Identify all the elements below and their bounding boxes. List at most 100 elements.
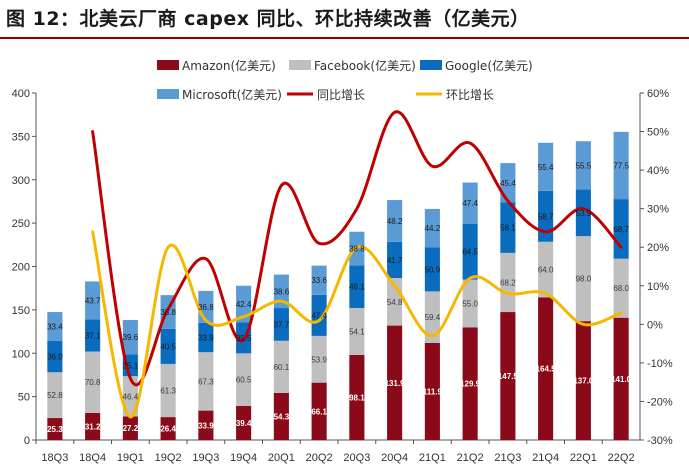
microsoft-value-label: 33.6	[311, 276, 327, 285]
amazon-value-label: 31.2	[85, 422, 101, 431]
google-value-label: 41.7	[387, 256, 403, 265]
x-tick-label: 19Q1	[117, 452, 144, 464]
facebook-value-label: 67.3	[198, 377, 214, 386]
facebook-value-label: 68.2	[500, 278, 516, 287]
google-bar	[311, 294, 327, 336]
amazon-bar	[273, 392, 289, 440]
x-tick-label: 21Q4	[532, 452, 559, 464]
facebook-value-label: 64.0	[538, 266, 554, 275]
facebook-value-label: 54.1	[349, 327, 365, 336]
amazon-legend-swatch	[157, 60, 179, 70]
facebook-legend-swatch	[289, 60, 311, 70]
microsoft-value-label: 48.2	[387, 217, 403, 226]
amazon-value-label: 39.4	[236, 419, 252, 428]
microsoft-bar	[462, 182, 478, 224]
microsoft-value-label: 45.4	[500, 179, 516, 188]
google-value-label: 47.4	[311, 311, 327, 320]
yoy-legend-label: 同比增长	[317, 88, 365, 102]
amazon-value-label: 129.9	[460, 380, 481, 389]
title-bar: 图 12：北美云厂商 capex 同比、环比持续改善（亿美元）	[0, 0, 689, 39]
microsoft-bar	[311, 265, 327, 295]
y-left-tick-label: 200	[12, 262, 30, 274]
microsoft-bar	[538, 142, 554, 191]
google-bar	[387, 241, 403, 279]
google-value-label: 58.1	[500, 224, 516, 233]
microsoft-value-label: 55.4	[538, 163, 554, 172]
google-value-label: 40.5	[160, 342, 176, 351]
amazon-bar	[387, 325, 403, 440]
facebook-bar	[122, 376, 138, 417]
facebook-value-label: 98.0	[576, 275, 592, 284]
facebook-bar	[424, 291, 440, 343]
microsoft-legend-swatch	[157, 89, 179, 99]
x-tick-label: 21Q3	[494, 452, 521, 464]
amazon-bar	[47, 418, 63, 440]
y-left-tick-label: 150	[12, 305, 30, 317]
amazon-value-label: 164.5	[536, 365, 557, 374]
amazon-value-label: 131.9	[385, 379, 406, 388]
amazon-value-label: 111.9	[423, 387, 443, 396]
amazon-bar	[160, 417, 176, 440]
google-bar	[538, 190, 554, 242]
amazon-value-label: 66.1	[311, 407, 327, 416]
x-tick-label: 20Q4	[381, 452, 408, 464]
amazon-value-label: 147.5	[498, 372, 519, 381]
x-tick-label: 20Q2	[306, 452, 333, 464]
amazon-bar	[424, 342, 440, 440]
amazon-value-label: 141.0	[611, 375, 632, 384]
x-tick-label: 20Q3	[343, 452, 370, 464]
y-left-tick-label: 0	[24, 435, 30, 447]
microsoft-bar	[273, 274, 289, 309]
facebook-bar	[47, 372, 63, 419]
microsoft-bar	[236, 285, 252, 323]
microsoft-bar	[424, 208, 440, 248]
facebook-value-label: 53.9	[311, 355, 327, 364]
google-bar	[198, 322, 214, 353]
amazon-bar	[349, 354, 365, 440]
google-value-label: 33.9	[198, 334, 214, 343]
x-tick-label: 19Q3	[192, 452, 219, 464]
amazon-value-label: 27.2	[123, 424, 139, 433]
microsoft-value-label: 39.6	[123, 333, 139, 342]
microsoft-legend-label: Microsoft(亿美元)	[182, 87, 282, 102]
amazon-bar	[236, 405, 252, 440]
axes: 0 50 100 150 200 250 300 350 400 -30% -20% -10% 0% 10…	[12, 88, 673, 464]
y-right-tick-label: 60%	[647, 88, 669, 100]
y-right-tick-label: 0%	[647, 319, 663, 331]
legend: Amazon(亿美元) Facebook(亿美元) Google(亿美元) Micro…	[157, 58, 533, 102]
microsoft-bar	[387, 200, 403, 242]
google-value-label: 50.9	[425, 265, 441, 274]
microsoft-value-label: 77.5	[613, 161, 629, 170]
microsoft-bar	[575, 141, 591, 190]
facebook-value-label: 59.4	[425, 313, 441, 322]
amazon-bar	[500, 312, 516, 440]
amazon-bar	[613, 317, 629, 440]
microsoft-bar	[47, 312, 63, 342]
x-tick-label: 21Q1	[419, 452, 446, 464]
x-tick-label: 22Q1	[570, 452, 597, 464]
amazon-bar	[462, 327, 478, 440]
microsoft-value-label: 38.6	[274, 287, 290, 296]
google-bar	[500, 202, 516, 253]
facebook-bar	[198, 352, 214, 411]
microsoft-bar	[500, 163, 516, 203]
google-bar	[85, 319, 101, 352]
amazon-bar	[311, 382, 327, 440]
facebook-bar	[349, 307, 365, 355]
microsoft-value-label: 38.8	[160, 308, 176, 317]
microsoft-value-label: 47.4	[462, 199, 478, 208]
microsoft-value-label: 33.4	[47, 323, 63, 332]
x-tick-label: 20Q1	[268, 452, 295, 464]
facebook-value-label: 60.5	[236, 376, 252, 385]
facebook-value-label: 70.8	[85, 378, 101, 387]
microsoft-value-label: 38.8	[349, 245, 365, 254]
facebook-bar	[462, 279, 478, 328]
y-right-tick-label: -10%	[647, 358, 673, 370]
amazon-bar	[122, 416, 138, 440]
google-value-label: 68.7	[613, 225, 629, 234]
facebook-value-label: 55.0	[462, 299, 478, 308]
microsoft-value-label: 36.8	[198, 303, 214, 312]
google-legend-label: Google(亿美元)	[445, 58, 533, 73]
facebook-bar	[85, 351, 101, 413]
facebook-bar	[538, 241, 554, 298]
